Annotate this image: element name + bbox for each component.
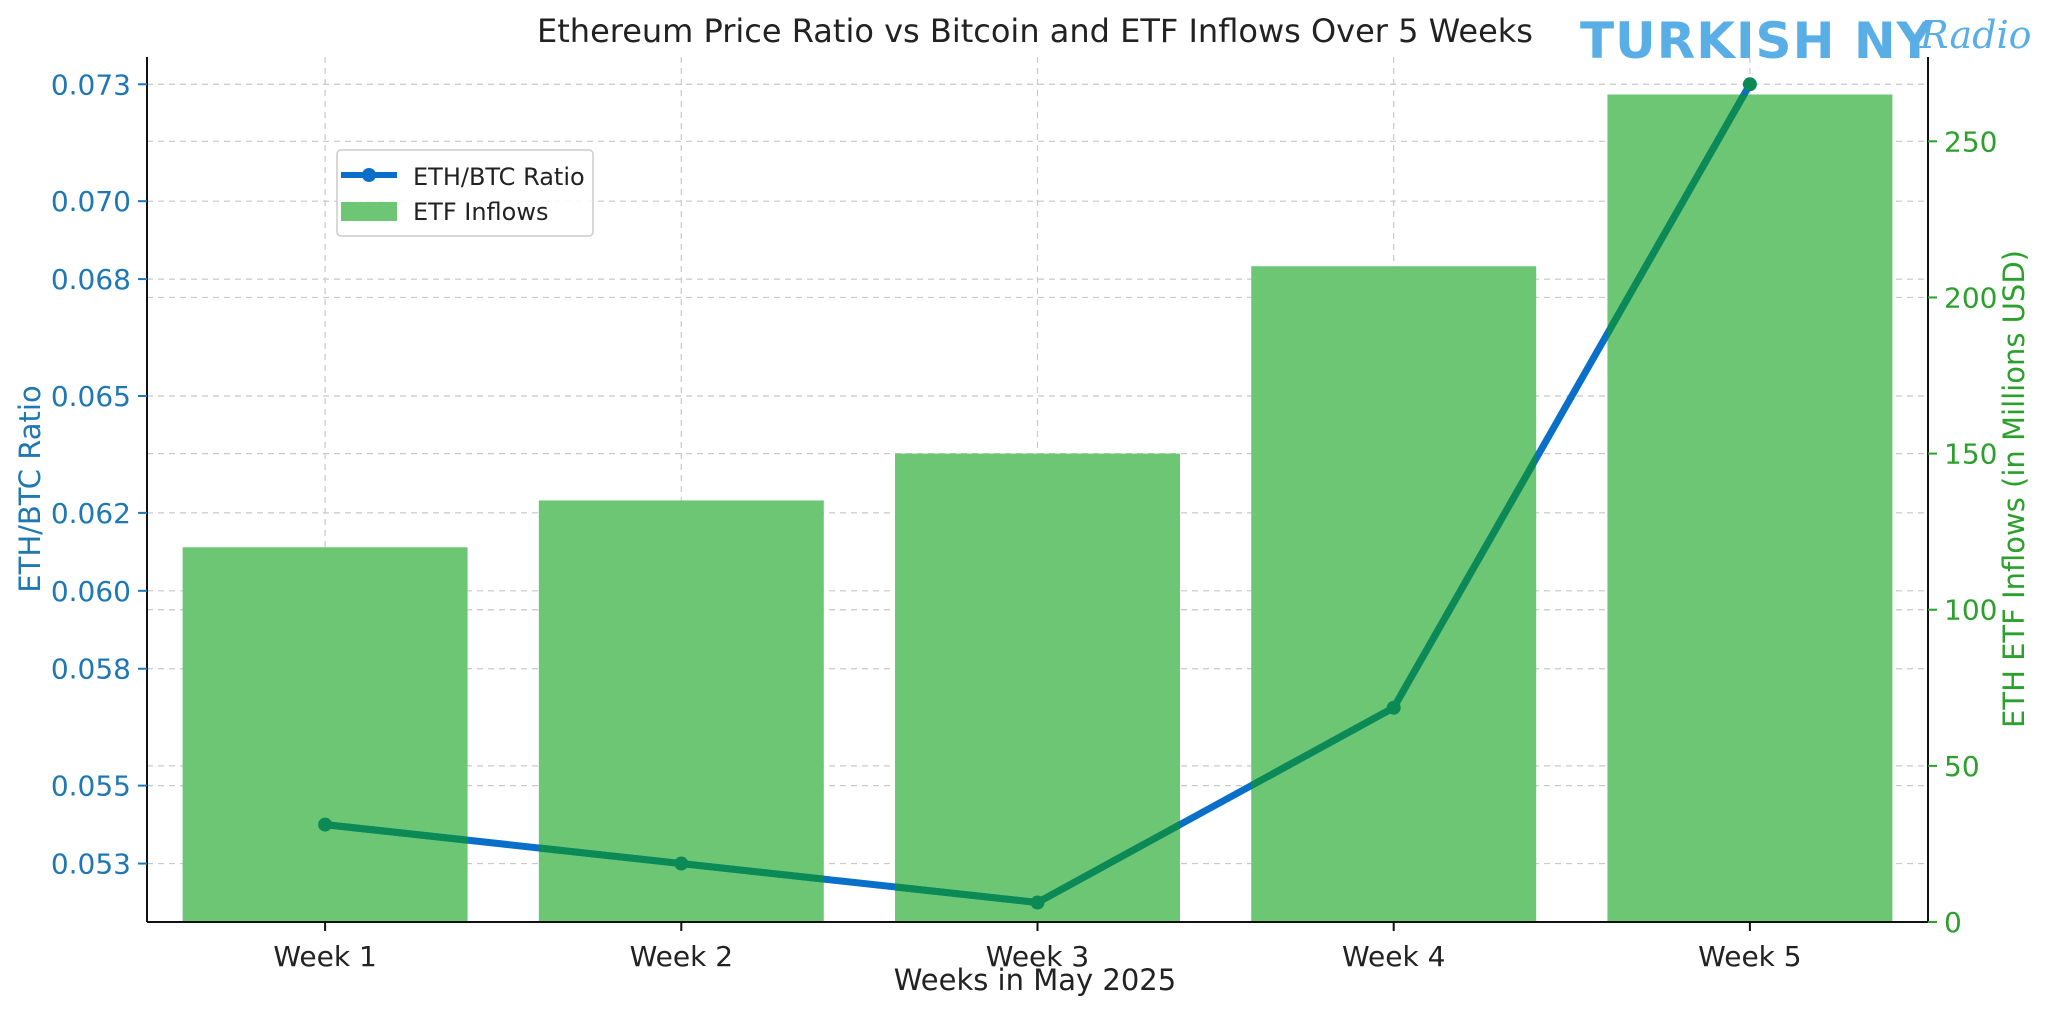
x-tick-label: Week 4 <box>1342 940 1445 973</box>
x-tick-label: Week 3 <box>986 940 1089 973</box>
data-point <box>674 856 689 871</box>
legend-label-ratio: ETH/BTC Ratio <box>413 163 585 191</box>
axes-layer: 0.053 0.055 0.058 0.060 0.062 0.065 0.068 0.070… <box>51 57 1997 973</box>
legend: ETH/BTC Ratio ETF Inflows <box>336 149 594 237</box>
y-left-tick-label: 0.068 <box>51 263 131 296</box>
brand-watermark-main: TURKISH NY <box>1580 12 1934 70</box>
y-left-tick-label: 0.062 <box>51 497 131 530</box>
data-point <box>1742 77 1757 92</box>
y-left-tick-label: 0.055 <box>51 770 131 803</box>
data-point <box>1030 895 1045 910</box>
bar <box>895 453 1180 922</box>
x-axis-label: Weeks in May 2025 <box>894 963 1176 997</box>
y-left-tick-label: 0.060 <box>51 575 131 608</box>
legend-box <box>336 149 594 237</box>
legend-bar-swatch <box>341 202 397 221</box>
y-right-tick-label: 200 <box>1944 281 1997 314</box>
data-point <box>318 817 333 832</box>
labels-layer: Ethereum Price Ratio vs Bitcoin and ETF … <box>13 12 2031 997</box>
bar <box>1251 266 1537 922</box>
x-tick-label: Week 5 <box>1698 940 1801 973</box>
chart-title: Ethereum Price Ratio vs Bitcoin and ETF … <box>537 12 1533 50</box>
y-right-tick-label: 0 <box>1944 906 1962 939</box>
bar <box>182 547 468 922</box>
y-left-tick-label: 0.058 <box>51 653 131 686</box>
legend-line-marker <box>362 168 376 182</box>
y-left-axis-label: ETH/BTC Ratio <box>13 385 47 592</box>
brand-watermark: TURKISH NY Radio <box>1580 6 2040 76</box>
bar <box>1607 94 1893 923</box>
legend-label-inflows: ETF Inflows <box>413 198 548 226</box>
bars-layer <box>182 94 1893 923</box>
y-left-tick-label: 0.073 <box>51 68 131 101</box>
y-left-tick-label: 0.053 <box>51 848 131 881</box>
y-right-tick-label: 150 <box>1944 438 1997 471</box>
x-tick-label: Week 1 <box>273 940 376 973</box>
y-left-tick-label: 0.070 <box>51 185 131 218</box>
brand-watermark-script: Radio <box>1920 13 2032 57</box>
line-layer <box>318 77 1757 910</box>
y-right-axis-label: ETH ETF Inflows (in Millions USD) <box>1997 250 2031 728</box>
y-right-tick-label: 250 <box>1944 125 1997 158</box>
data-point <box>1386 700 1401 715</box>
y-left-tick-label: 0.065 <box>51 380 131 413</box>
y-right-tick-label: 50 <box>1944 750 1980 783</box>
y-right-tick-label: 100 <box>1944 594 1997 627</box>
x-tick-label: Week 2 <box>630 940 733 973</box>
